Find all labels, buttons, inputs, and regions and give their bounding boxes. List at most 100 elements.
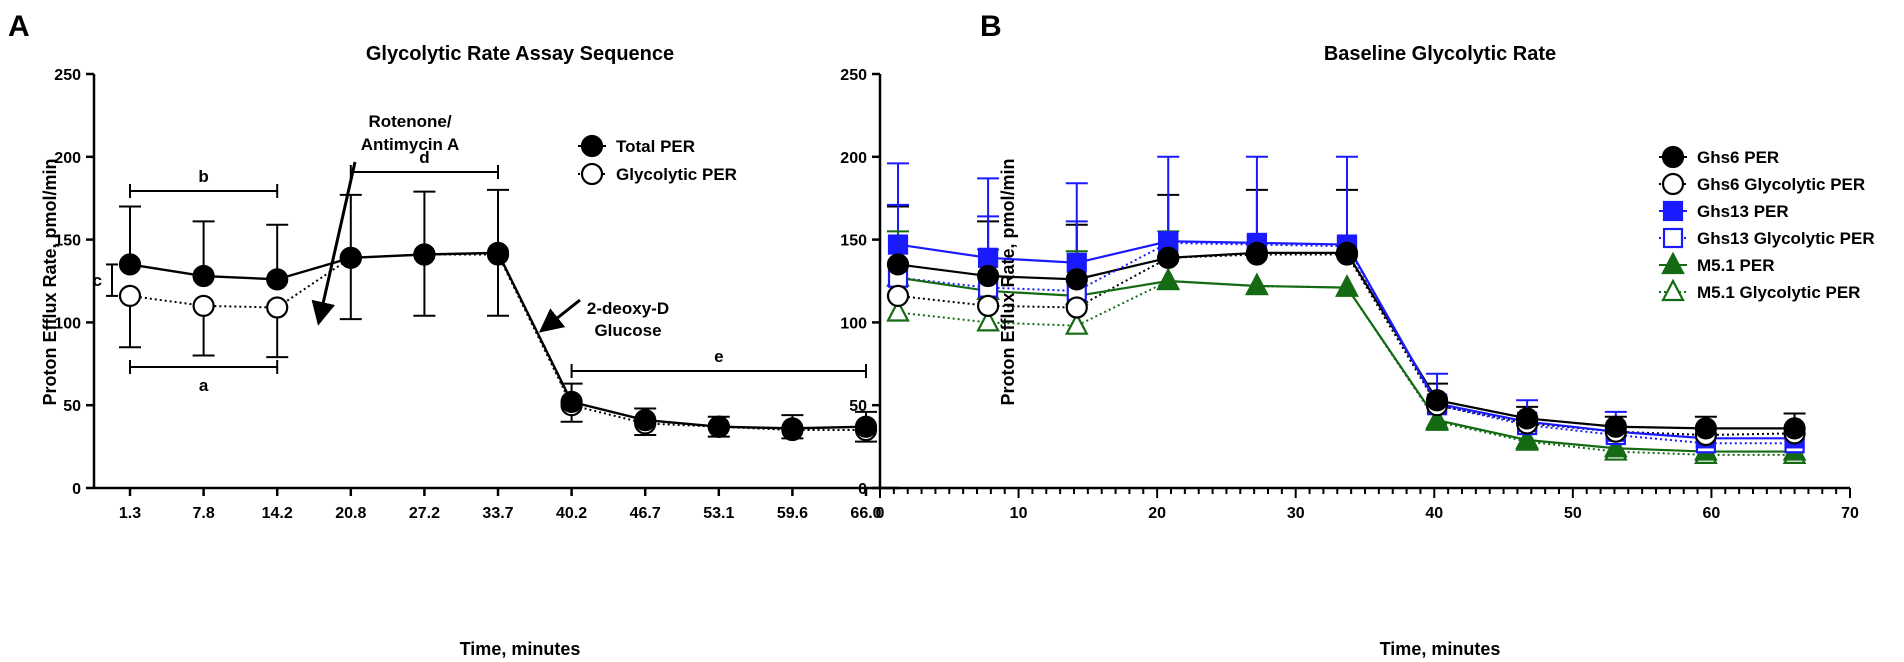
x-tick-label: 30 — [1287, 505, 1305, 522]
panel-a-letter: A — [8, 10, 30, 43]
data-point-glycolytic-per — [118, 284, 142, 308]
annotation-rotenone-line1: Rotenone/ — [368, 112, 451, 131]
data-point-ghs6-per — [1783, 417, 1806, 440]
data-point-total-per — [634, 409, 657, 432]
legend-label: Ghs6 Glycolytic PER — [1697, 175, 1865, 194]
data-point-total-per — [266, 268, 289, 291]
x-tick-label: 66.0 — [850, 505, 881, 522]
x-tick-label: 1.3 — [119, 505, 141, 522]
x-tick-label: 70 — [1841, 505, 1859, 522]
data-point-ghs13-per — [977, 247, 999, 268]
legend-label: Total PER — [616, 137, 695, 156]
data-point-total-per — [192, 264, 215, 288]
panel-a-xlabel: Time, minutes — [460, 639, 581, 659]
bracket-label: a — [199, 376, 209, 395]
legend-entry-ghs6-per: Ghs6 PER — [1659, 145, 1779, 169]
legend-marker — [1661, 278, 1685, 302]
data-point-total-per — [486, 241, 510, 264]
bracket-label: d — [419, 148, 429, 167]
legend-label: Ghs13 PER — [1697, 202, 1789, 221]
y-tick-label: 200 — [54, 150, 81, 167]
annotation-deoxyglucose: 2-deoxy-D Glucose — [538, 298, 669, 340]
x-tick-label: 20 — [1148, 505, 1166, 522]
x-tick-label: 46.7 — [630, 505, 661, 522]
panel-a-ylabel: Proton Efflux Rate, pmol/min — [40, 158, 60, 405]
data-point-ghs6-per — [1516, 407, 1539, 430]
x-tick-label: 20.8 — [335, 505, 366, 522]
data-point-ghs6-glycolytic-per — [976, 294, 1000, 317]
bracket-a: a — [129, 360, 279, 395]
data-point-m5-1-per — [1156, 267, 1181, 291]
series-line-m5-1-per — [897, 276, 1795, 453]
legend-label: M5.1 Glycolytic PER — [1697, 283, 1860, 302]
legend-entry-m5-1-per: M5.1 PER — [1659, 251, 1774, 275]
legend-marker — [580, 162, 604, 186]
panel-b-letter: B — [980, 10, 1002, 43]
annotation-rotenone-line2: Antimycin A — [361, 135, 460, 154]
y-tick-label: 150 — [54, 233, 81, 250]
x-tick-label: 53.1 — [703, 505, 734, 522]
data-point-ghs13-per — [887, 234, 909, 255]
data-point-ghs6-per — [1425, 389, 1449, 412]
annotation-deoxyglucose-arrow — [538, 298, 581, 333]
x-tick-label: 50 — [1564, 505, 1582, 522]
data-point-ghs6-per — [1157, 246, 1180, 269]
legend-marker — [1661, 145, 1685, 169]
data-point-ghs6-per — [1065, 268, 1088, 291]
y-tick-label: 200 — [840, 150, 867, 167]
data-point-ghs6-glycolytic-per — [886, 284, 910, 308]
bracket-c: c — [93, 263, 118, 297]
panel-b-title: Baseline Glycolytic Rate — [1324, 43, 1556, 65]
legend-entry-ghs13-glycolytic-per: Ghs13 Glycolytic PER — [1659, 227, 1875, 249]
bracket-label: b — [198, 167, 208, 186]
annotation-rotenone-arrow — [311, 161, 357, 326]
bracket-label: c — [93, 271, 102, 290]
legend-entry-glycolytic-per: Glycolytic PER — [578, 162, 737, 186]
panel-b-plot: 0 50 100 150 200 250 0 10 20 30 40 50 60 70 Ghs6 PER Gh… — [840, 67, 1874, 522]
legend-marker — [1661, 172, 1685, 196]
panel-b-ylabel: Proton Efflux Rate, pmol/min — [998, 158, 1018, 405]
data-point-total-per — [781, 417, 804, 440]
legend-label: Ghs13 Glycolytic PER — [1697, 229, 1875, 248]
legend-label: Glycolytic PER — [616, 165, 737, 184]
annotation-deoxyglucose-line1: 2-deoxy-D — [587, 299, 669, 318]
y-tick-label: 100 — [840, 315, 867, 332]
data-point-ghs6-glycolytic-per — [1065, 296, 1088, 319]
x-tick-label: 40 — [1425, 505, 1443, 522]
legend-entry-total-per: Total PER — [578, 134, 695, 158]
data-point-glycolytic-per — [192, 294, 215, 317]
data-point-total-per — [854, 415, 878, 438]
data-point-total-per — [707, 415, 730, 438]
data-point-m5-1-per — [1603, 434, 1628, 458]
data-point-glycolytic-per — [266, 296, 289, 319]
data-point-m5-1-per — [1335, 274, 1359, 297]
data-point-ghs6-per — [1694, 417, 1717, 440]
y-tick-label: 50 — [849, 398, 867, 415]
data-point-m5-1-per — [1425, 406, 1449, 430]
legend-entry-ghs13-per: Ghs13 PER — [1659, 200, 1789, 222]
data-point-total-per — [413, 243, 436, 266]
data-point-m5-1-glycolytic-per — [1064, 312, 1089, 335]
data-point-total-per — [560, 390, 583, 413]
x-tick-label: 59.6 — [777, 505, 808, 522]
panel-a-title: Glycolytic Rate Assay Sequence — [366, 43, 674, 65]
bracket-b: b — [129, 167, 279, 198]
y-tick-label: 100 — [54, 315, 81, 332]
y-tick-label: 150 — [840, 233, 867, 250]
x-tick-label: 0 — [876, 505, 885, 522]
x-tick-label: 10 — [1010, 505, 1028, 522]
x-tick-label: 40.2 — [556, 505, 587, 522]
legend-label: M5.1 PER — [1697, 256, 1774, 275]
series-line-ghs13-glycolytic-per — [897, 241, 1795, 445]
panel-b-xlabel: Time, minutes — [1380, 639, 1501, 659]
x-tick-label: 7.8 — [192, 505, 214, 522]
data-point-ghs6-per — [1335, 241, 1359, 264]
data-point-m5-1-per — [1515, 426, 1539, 450]
annotation-deoxyglucose-line2: Glucose — [594, 321, 661, 340]
x-tick-label: 33.7 — [482, 505, 513, 522]
legend-marker — [1662, 227, 1684, 249]
data-point-ghs6-per — [1604, 415, 1627, 438]
data-point-total-per — [339, 246, 362, 269]
x-tick-label: 27.2 — [409, 505, 440, 522]
